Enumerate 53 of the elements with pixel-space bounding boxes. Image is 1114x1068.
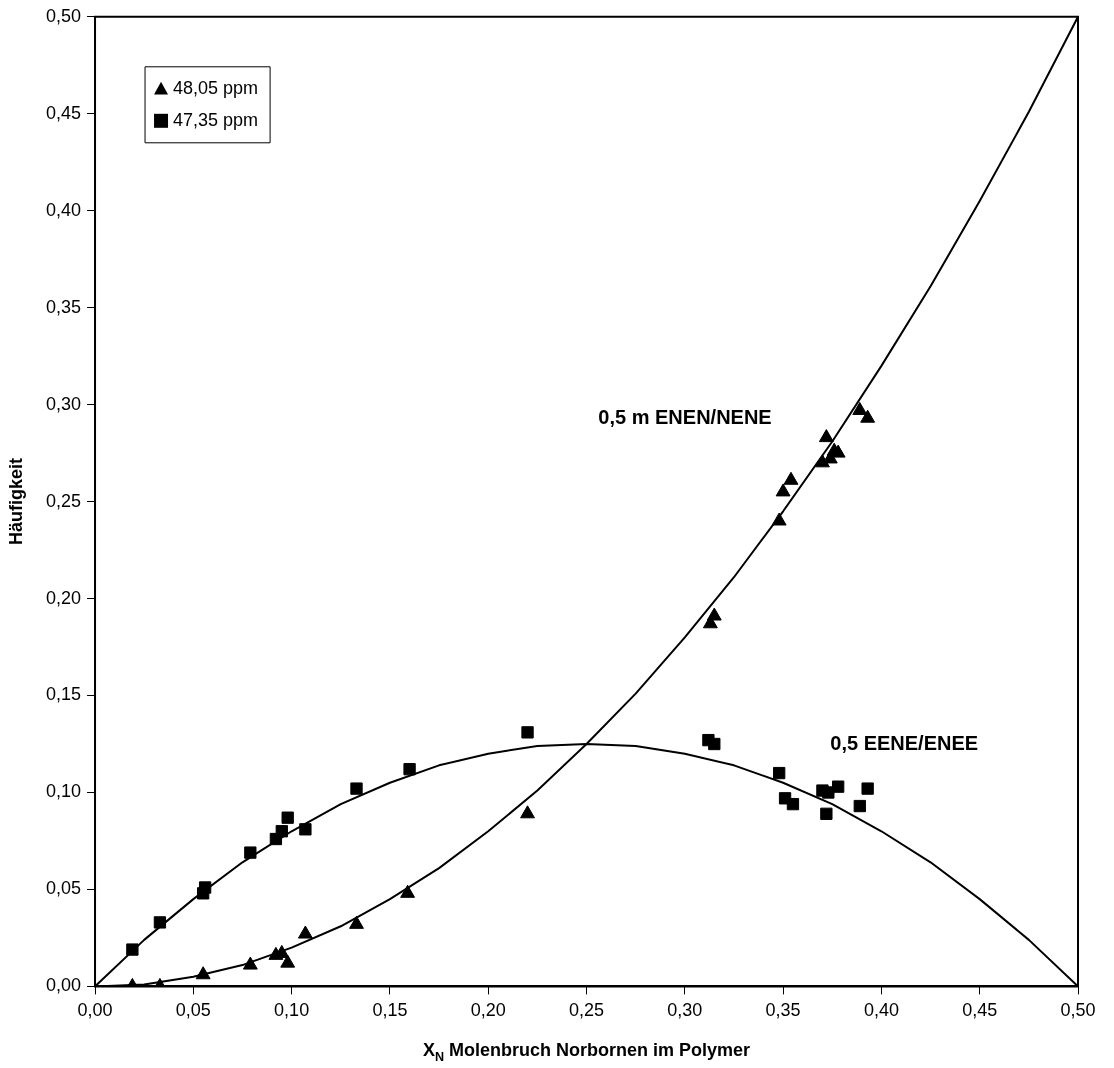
point bbox=[818, 429, 834, 443]
y-tick-label: 0,35 bbox=[45, 296, 82, 317]
y-tick-label: 0,50 bbox=[45, 5, 82, 26]
annotation: 0,5 m ENEN/NENE bbox=[598, 405, 772, 428]
point bbox=[706, 607, 722, 621]
y-tick-label: 0,40 bbox=[45, 199, 82, 220]
x-tick-label: 0,45 bbox=[962, 1000, 998, 1021]
y-tick-label: 0,00 bbox=[45, 975, 82, 996]
point bbox=[708, 737, 721, 751]
point bbox=[153, 916, 167, 929]
x-tick-label: 0,25 bbox=[568, 1000, 605, 1021]
point bbox=[861, 782, 874, 795]
point bbox=[198, 881, 212, 894]
y-tick-label: 0,30 bbox=[45, 393, 82, 414]
point bbox=[822, 786, 835, 799]
x-tick-label: 0,00 bbox=[77, 1000, 113, 1021]
point bbox=[773, 766, 786, 780]
y-axis-title: Häufigkeit bbox=[6, 458, 26, 546]
x-tick-label: 0,40 bbox=[863, 1000, 899, 1021]
point bbox=[783, 471, 799, 485]
legend-label: 47,35 ppm bbox=[173, 109, 259, 130]
point bbox=[403, 763, 416, 776]
x-tick-label: 0,20 bbox=[470, 1000, 506, 1021]
x-tick-label: 0,05 bbox=[175, 1000, 211, 1021]
annotation: 0,5 EENE/ENEE bbox=[830, 731, 979, 754]
x-tick-label: 0,30 bbox=[667, 1000, 703, 1021]
point bbox=[244, 846, 257, 859]
y-tick-label: 0,15 bbox=[45, 684, 82, 705]
point bbox=[350, 782, 363, 795]
y-tick-label: 0,20 bbox=[45, 587, 82, 608]
x-tick-label: 0,50 bbox=[1060, 1000, 1096, 1021]
point bbox=[771, 512, 787, 526]
point bbox=[299, 823, 312, 836]
x-tick-label: 0,35 bbox=[765, 1000, 801, 1021]
y-tick-label: 0,25 bbox=[45, 490, 82, 511]
point bbox=[520, 805, 535, 819]
y-tick-label: 0,10 bbox=[45, 781, 82, 802]
y-tick-label: 0,05 bbox=[45, 878, 82, 899]
legend-label: 48,05 ppm bbox=[173, 77, 259, 98]
point bbox=[820, 807, 833, 820]
point bbox=[775, 483, 791, 497]
point bbox=[832, 780, 845, 793]
point bbox=[281, 811, 294, 824]
point bbox=[853, 799, 866, 813]
x-tick-label: 0,10 bbox=[274, 1000, 310, 1021]
point bbox=[786, 797, 800, 811]
point bbox=[126, 943, 139, 956]
x-tick-label: 0,15 bbox=[372, 1000, 408, 1021]
point bbox=[852, 401, 868, 415]
point bbox=[521, 726, 534, 739]
point bbox=[275, 825, 288, 838]
point bbox=[860, 409, 876, 423]
y-tick-label: 0,45 bbox=[45, 102, 82, 123]
